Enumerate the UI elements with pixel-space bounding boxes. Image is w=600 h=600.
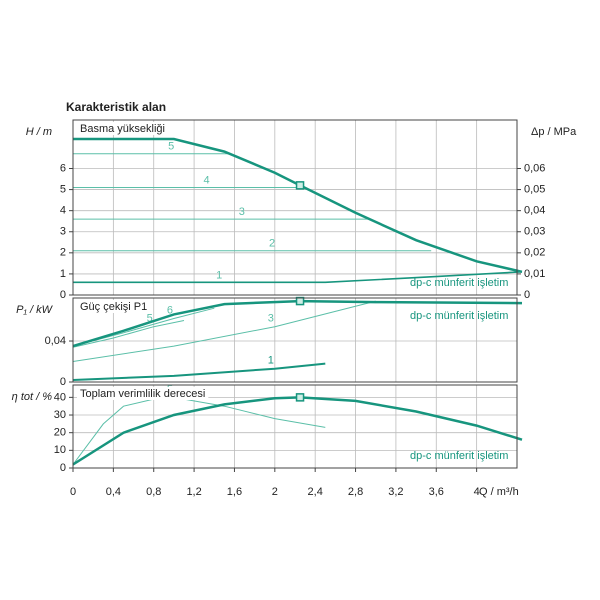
x-tick-label: 1,2 [186, 486, 201, 498]
y-tick-label: 3 [60, 226, 66, 238]
series-label: 4 [203, 174, 209, 186]
plot-frame [72, 119, 518, 296]
y-tick-label: 30 [54, 409, 66, 421]
x-tick-label: 3,6 [429, 486, 444, 498]
chart-title: Karakteristik alan [66, 100, 166, 114]
y-tick-label: 0 [60, 462, 66, 474]
operating-point [295, 296, 305, 306]
y-tick-label: 40 [54, 391, 66, 403]
plot-frame [72, 384, 518, 469]
series-label: 1 [268, 355, 274, 367]
annotation: dp-c münferit işletim [410, 450, 508, 462]
panel-subtitle: Basma yüksekliği [80, 123, 165, 135]
panel-subtitle: Toplam verimlilik derecesi [80, 388, 205, 400]
curve [72, 396, 326, 465]
x-tick-label: 0,8 [146, 486, 161, 498]
y2-tick-label: 0,06 [524, 162, 545, 174]
plot-frame [72, 297, 518, 383]
x-tick-label: 0 [70, 486, 76, 498]
x-tick-label: 0,4 [106, 486, 121, 498]
panel-subtitle: Güç çekişi P1 [80, 301, 147, 313]
curve [73, 271, 523, 284]
y2-tick-label: 0,01 [524, 268, 545, 280]
y-tick-label: 0 [60, 376, 66, 388]
y2-tick-label: 0,05 [524, 183, 545, 195]
y-tick-label: 0,04 [45, 335, 66, 347]
x-axis-label: Q / m³/h [479, 486, 519, 498]
y-axis-label: η tot / % [12, 391, 53, 403]
curve [72, 300, 376, 362]
annotation: dp-c münferit işletim [410, 277, 508, 289]
y2-tick-label: 0,02 [524, 247, 545, 259]
x-tick-label: 2 [272, 486, 278, 498]
curve [72, 320, 185, 348]
series-label: 5 [168, 141, 174, 153]
y-tick-label: 10 [54, 444, 66, 456]
series-label: 6 [167, 304, 173, 316]
y-tick-label: 6 [60, 162, 66, 174]
y-tick-label: 20 [54, 427, 66, 439]
curve [73, 137, 523, 274]
x-tick-label: 2,4 [308, 486, 323, 498]
y-axis-label: H / m [26, 126, 52, 138]
x-tick-label: 3,2 [388, 486, 403, 498]
y-axis-label: P₁ / kW [16, 304, 53, 316]
series-label: 3 [268, 313, 274, 325]
x-tick-label: 4 [474, 486, 480, 498]
y-tick-label: 5 [60, 183, 66, 195]
series-label: 5 [147, 313, 153, 325]
operating-point [295, 393, 305, 402]
annotation: dp-c münferit işletim [410, 310, 508, 322]
curve [72, 362, 326, 381]
curve [72, 396, 523, 466]
series-label: 2 [269, 238, 275, 250]
x-tick-label: 1,6 [227, 486, 242, 498]
subtitle-bg [77, 387, 209, 400]
y-tick-label: 1 [60, 268, 66, 280]
subtitle-bg [77, 122, 168, 135]
y-tick-label: 4 [60, 205, 66, 217]
y-tick-label: 2 [60, 247, 66, 259]
series-label: 3 [239, 206, 245, 218]
y2-tick-label: 0,04 [524, 205, 545, 217]
y2-axis-label: Δp / MPa [531, 126, 577, 138]
y2-tick-label: 0,03 [524, 226, 545, 238]
curve [72, 299, 523, 348]
y-tick-label: 0 [60, 289, 66, 301]
series-label: 1 [216, 269, 222, 281]
y2-tick-label: 0 [524, 289, 530, 301]
subtitle-bg [77, 300, 151, 313]
x-tick-label: 2,8 [348, 486, 363, 498]
operating-point [295, 181, 305, 190]
